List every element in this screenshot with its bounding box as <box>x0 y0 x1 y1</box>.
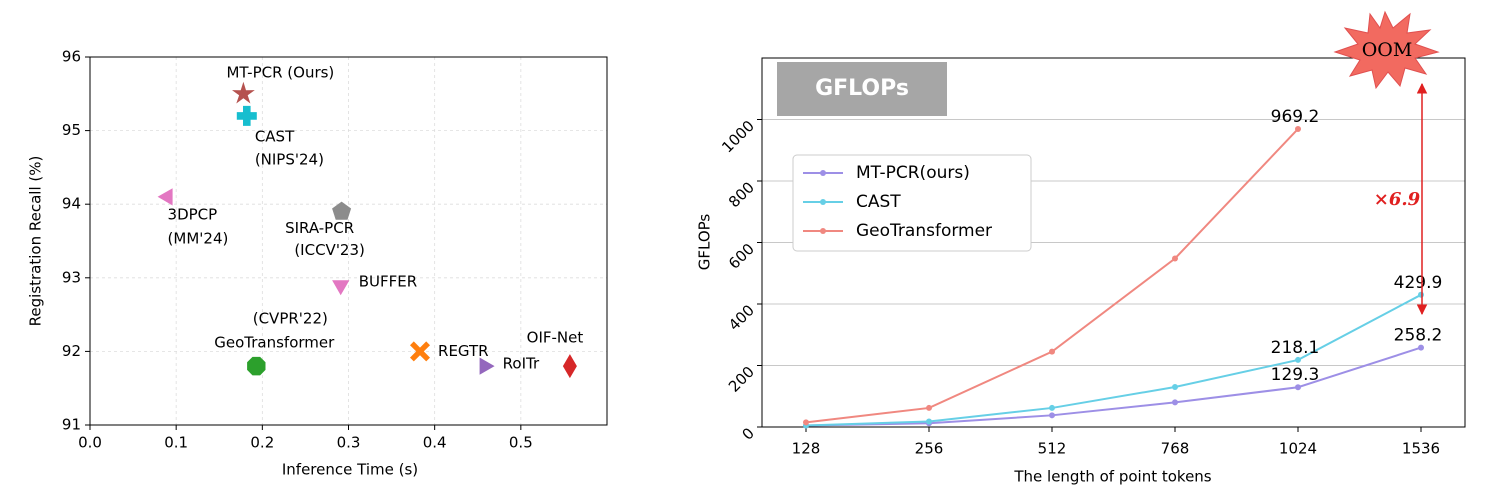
point <box>479 357 495 375</box>
point-label: BUFFER <box>359 273 417 291</box>
point-note: (ICCV'23) <box>294 241 365 259</box>
value-label: 969.2 <box>1271 107 1320 127</box>
oom-burst <box>1333 10 1440 90</box>
point <box>157 188 173 206</box>
x-tick-label: 256 <box>915 440 944 458</box>
x-tick-label: 0.1 <box>164 434 188 452</box>
series-line <box>805 346 1422 427</box>
x-axis-label: The length of point tokens <box>1013 468 1211 486</box>
title-box <box>777 62 947 116</box>
point <box>926 404 932 411</box>
x-tick-label: 0.3 <box>337 434 361 452</box>
point <box>803 419 809 426</box>
legend-dot <box>820 199 826 205</box>
point-label: CAST <box>255 127 295 145</box>
y-tick-label: 91 <box>62 416 81 434</box>
x-axis-label: Inference Time (s) <box>282 461 418 479</box>
x-tick-label: 0.4 <box>423 434 447 452</box>
value-label: 129.3 <box>1271 365 1320 385</box>
series-line <box>805 293 1422 427</box>
y-tick-label: 93 <box>62 268 81 286</box>
point <box>410 341 430 362</box>
y-tick-label: 95 <box>62 121 81 139</box>
point <box>232 81 255 104</box>
legend-label: MT-PCR(ours) <box>856 163 970 183</box>
point-label: MT-PCR (Ours) <box>226 63 334 81</box>
point <box>926 418 932 425</box>
x-tick-label: 1536 <box>1402 440 1440 458</box>
point <box>1172 255 1178 262</box>
point <box>1049 348 1055 355</box>
point <box>1418 344 1424 351</box>
point <box>1295 384 1301 391</box>
point <box>1172 384 1178 391</box>
x-tick-label: 0.0 <box>78 434 102 452</box>
legend-dot <box>820 228 826 234</box>
point-label: RoITr <box>503 355 540 373</box>
x-tick-label: 512 <box>1038 440 1067 458</box>
y-tick-label: 1000 <box>718 117 758 157</box>
x-tick-label: 0.5 <box>509 434 533 452</box>
value-label: 429.9 <box>1394 273 1443 293</box>
point <box>236 105 257 126</box>
y-tick-label: 0 <box>739 424 758 443</box>
plot-frame <box>89 56 608 426</box>
point-label: SIRA-PCR <box>285 219 354 237</box>
point-label: OIF-Net <box>527 329 584 347</box>
point <box>1049 412 1055 419</box>
oom-label: OOM <box>1362 39 1413 61</box>
value-label: 218.1 <box>1271 338 1320 358</box>
x-tick-label: 768 <box>1161 440 1190 458</box>
x-tick-label: 0.2 <box>250 434 274 452</box>
y-axis-label: Registration Recall (%) <box>27 156 45 327</box>
legend-dot <box>820 170 826 176</box>
point <box>562 354 577 379</box>
y-tick-label: 94 <box>62 195 81 213</box>
point <box>332 280 350 296</box>
point-note: (CVPR'22) <box>253 310 328 328</box>
value-label: 258.2 <box>1394 326 1443 346</box>
plot-frame <box>761 57 1466 428</box>
point <box>1049 404 1055 411</box>
legend-box <box>792 154 1032 252</box>
x-tick-label: 128 <box>792 440 821 458</box>
point-note: (NIPS'24) <box>255 150 324 168</box>
y-tick-label: 800 <box>725 178 758 211</box>
legend-label: GeoTransformer <box>856 221 992 241</box>
legend-label: CAST <box>856 192 901 212</box>
point-label: GeoTransformer <box>214 334 335 352</box>
point-label: 3DPCP <box>168 205 218 223</box>
point <box>1295 356 1301 363</box>
point <box>247 356 266 376</box>
point-note: (MM'24) <box>168 229 229 247</box>
y-tick-label: 92 <box>62 342 81 360</box>
point <box>1172 399 1178 406</box>
x-tick-label: 1024 <box>1279 440 1317 458</box>
y-tick-label: 400 <box>725 301 758 334</box>
ratio-label: ×6.9 <box>1374 189 1421 210</box>
point-label: REGTR <box>438 342 489 360</box>
y-tick-label: 200 <box>725 363 758 396</box>
y-axis-label: GFLOPs <box>696 214 714 271</box>
point <box>332 201 352 220</box>
y-tick-label: 96 <box>62 48 81 66</box>
point <box>1295 125 1301 132</box>
y-tick-label: 600 <box>725 240 758 273</box>
chart-title: GFLOPs <box>815 76 909 101</box>
